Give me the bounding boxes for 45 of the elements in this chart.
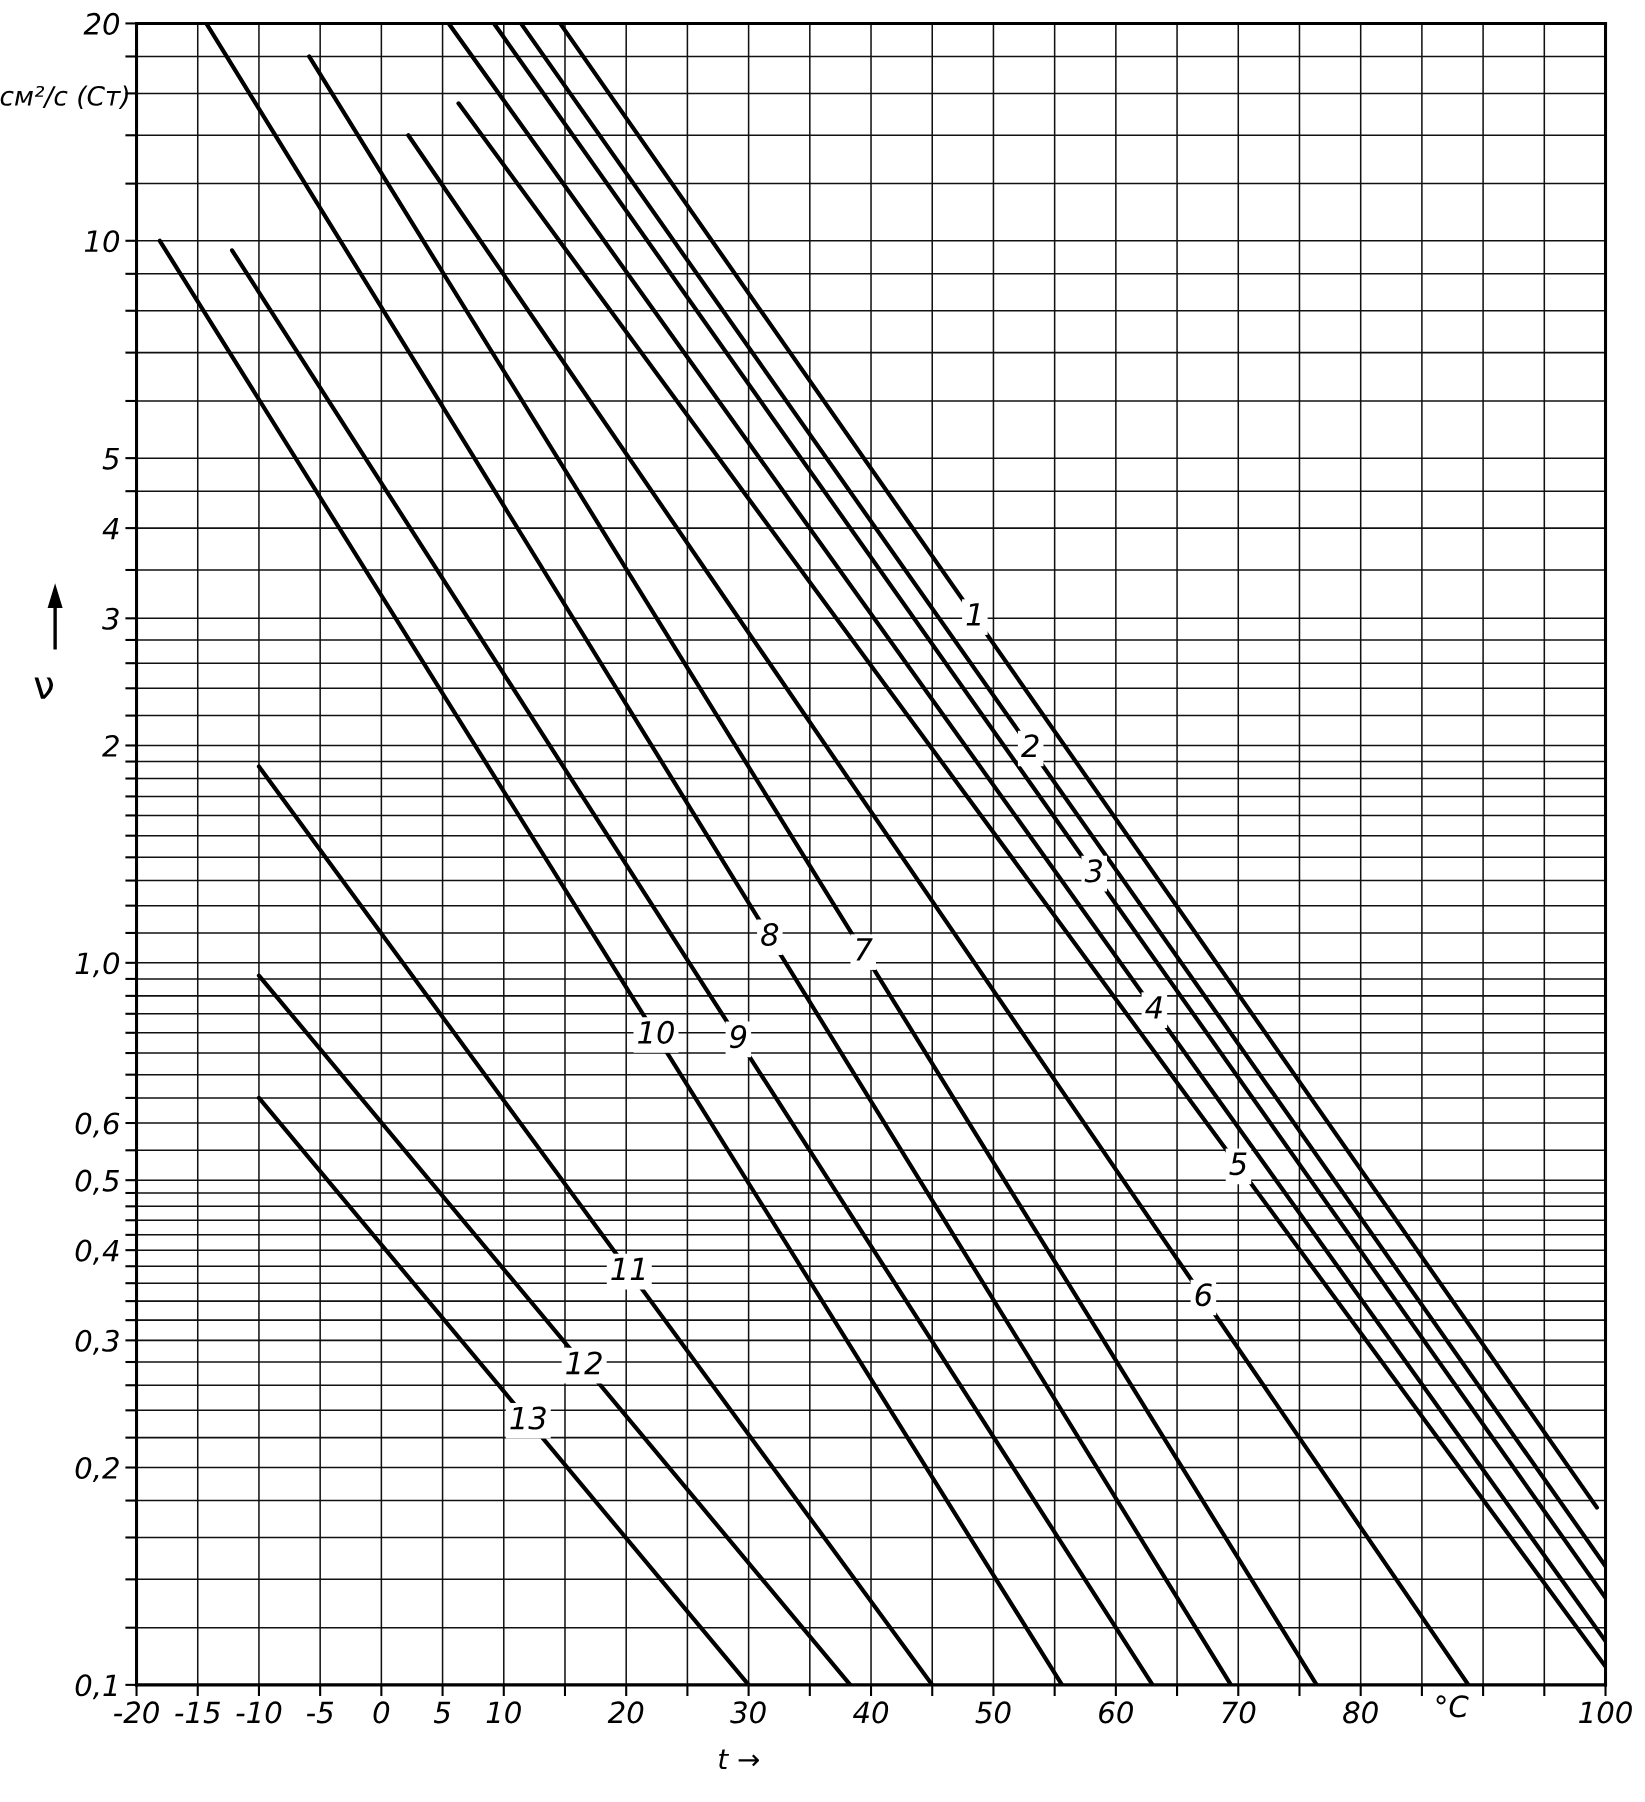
series-label: 7 <box>856 938 873 961</box>
x-tick-label: 60 <box>1099 1701 1133 1724</box>
y-tick-label: 5 <box>102 447 119 470</box>
y-tick-label: 2 <box>102 734 119 757</box>
series-label: 9 <box>729 1025 747 1049</box>
text: °C <box>1436 1695 1469 1718</box>
x-tick-label: 30 <box>730 1701 766 1724</box>
y-tick-label: 0,6 <box>75 1112 120 1138</box>
y-tick-label: 20 <box>83 12 120 35</box>
y-tick-label: 1,0 <box>75 952 120 978</box>
series-label: 13 <box>510 1406 546 1430</box>
y-tick-label: 0,5 <box>75 1169 119 1195</box>
x-tick-label: 0 <box>373 1701 390 1724</box>
y-tick-label: 0,1 <box>75 1674 117 1700</box>
x-tick-label: 40 <box>853 1701 889 1724</box>
y-tick-label: 0,3 <box>75 1329 119 1355</box>
x-tick-label: 100 <box>1579 1701 1632 1724</box>
y-axis-title: ν <box>34 677 54 699</box>
y-tick-label: 0,4 <box>75 1239 119 1265</box>
series-label: 11 <box>611 1257 645 1281</box>
series-label: 2 <box>1021 734 1039 757</box>
x-tick-label: 5 <box>433 1701 451 1724</box>
x-tick-label: 20 <box>607 1701 644 1724</box>
text: см²/с (Ст) <box>0 85 128 109</box>
y-tick-label: 3 <box>102 607 119 630</box>
series-label: 5 <box>1229 1152 1247 1176</box>
series-label: 4 <box>1145 996 1162 1019</box>
series-label: 1 <box>966 603 980 626</box>
series-label: 12 <box>566 1351 602 1375</box>
series-label: 8 <box>761 922 779 947</box>
x-tick-label: 80 <box>1343 1701 1378 1724</box>
series-label: 6 <box>1195 1283 1212 1307</box>
x-tick-label: -10 <box>236 1701 282 1724</box>
x-tick-label: 50 <box>975 1701 1011 1724</box>
series-label: 10 <box>638 1020 674 1044</box>
y-tick-label: 10 <box>84 230 120 253</box>
x-tick-label: 70 <box>1222 1701 1256 1724</box>
y-tick-label: 0,2 <box>75 1456 119 1482</box>
x-tick-label: -5 <box>306 1701 334 1724</box>
x-axis-title: t → <box>719 1749 759 1770</box>
series-label: 3 <box>1084 859 1102 883</box>
y-tick-label: 4 <box>102 517 119 540</box>
x-tick-label: -15 <box>175 1701 220 1724</box>
x-tick-label: -20 <box>114 1701 159 1724</box>
x-tick-label: 10 <box>486 1701 521 1724</box>
